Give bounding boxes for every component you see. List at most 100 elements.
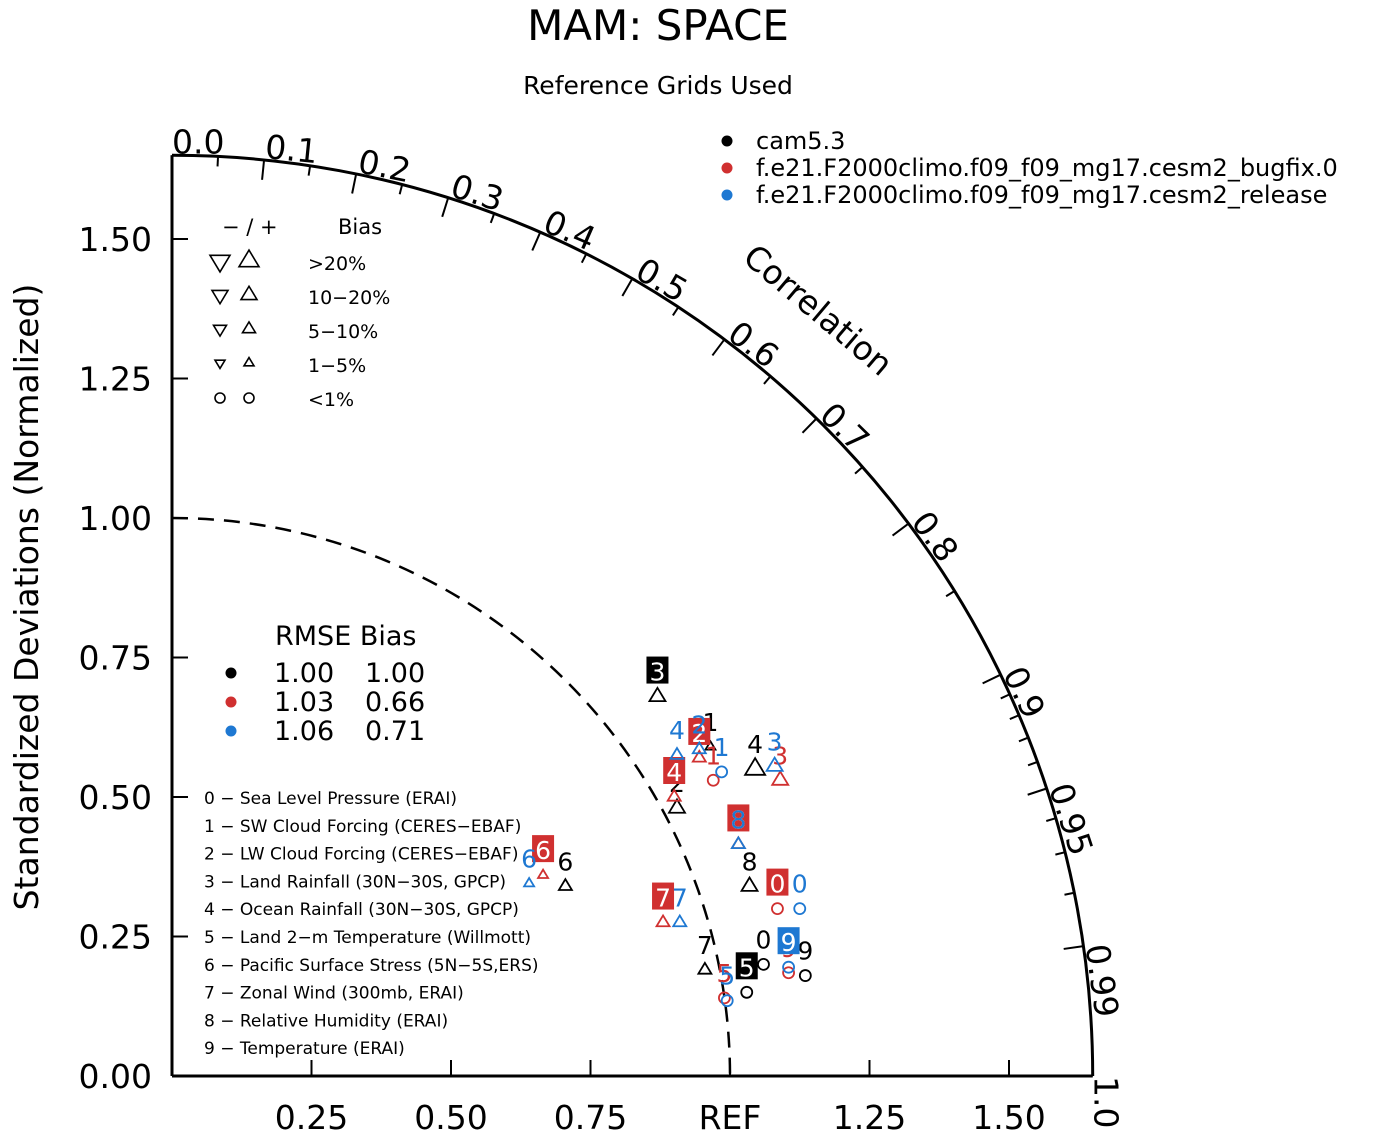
data-point-label: 3: [772, 741, 788, 770]
data-point-marker: [557, 877, 574, 891]
variable-legend-item: 7 − Zonal Wind (300mb, ERAI): [204, 984, 464, 1004]
correlation-label: 0.2: [355, 142, 414, 191]
correlation-label: 0.7: [812, 395, 877, 460]
variable-legend-item: 1 − SW Cloud Forcing (CERES−EBAF): [204, 817, 521, 837]
rmse-bias-dot: [225, 667, 237, 679]
correlation-minor-tick: [580, 253, 588, 264]
series-legend-dot: [721, 135, 733, 147]
data-point-label: 6: [535, 836, 551, 865]
data-point-marker: [706, 773, 720, 787]
rmse-bias-dot: [225, 696, 237, 708]
correlation-label: 0.8: [904, 504, 967, 569]
data-point-marker: [793, 902, 807, 915]
correlation-tick: [441, 197, 450, 218]
data-point-marker: [522, 876, 536, 888]
data-point-marker: [696, 961, 713, 975]
bias-legend-header: Bias: [338, 215, 382, 239]
data-point-label: 2: [691, 719, 707, 748]
bias-legend-sign-header: − / +: [222, 215, 278, 239]
data-point-label: 5: [716, 959, 732, 988]
data-point-label-box: [735, 952, 758, 980]
correlation-label: 0.1: [263, 127, 319, 171]
correlation-tick: [801, 417, 818, 434]
series-legend-dot: [721, 162, 733, 174]
variable-legend-item: 3 − Land Rainfall (30N−30S, GPCP): [204, 872, 506, 892]
data-point-label: 8: [730, 805, 746, 834]
data-point-marker: [691, 740, 708, 755]
data-point-marker: [782, 960, 795, 974]
data-point-label: 1: [714, 733, 730, 762]
data-point-label: 7: [672, 884, 688, 913]
correlation-label: 0.0: [172, 122, 224, 161]
data-point-label: 3: [767, 727, 783, 756]
variable-legend-item: 0 − Sea Level Pressure (ERAI): [204, 789, 457, 809]
data-point-label: 7: [655, 884, 671, 913]
correlation-minor-tick: [307, 165, 312, 176]
correlation-minor-tick: [945, 590, 956, 598]
data-point-label: 4: [669, 716, 685, 745]
data-point-marker: [730, 835, 747, 850]
bias-value: 0.71: [365, 716, 425, 747]
data-point-label: 8: [730, 805, 746, 834]
correlation-tick: [351, 173, 358, 194]
bias-legend-tri-up: [239, 284, 259, 301]
data-point-label: 4: [666, 758, 682, 787]
data-point-marker: [757, 958, 770, 971]
data-point-label-box: [532, 835, 555, 863]
data-point-marker: [715, 765, 729, 779]
data-point-marker: [671, 913, 688, 928]
data-point-label: 5: [739, 953, 755, 982]
data-point-label: 0: [769, 870, 785, 899]
correlation-tick: [982, 673, 1002, 685]
correlation-minor-tick: [1009, 714, 1020, 720]
series-legend-label: f.e21.F2000climo.f09_f09_mg17.cesm2_bugf…: [756, 154, 1338, 182]
ref-label: REF: [699, 1098, 762, 1135]
correlation-minor-tick: [1064, 891, 1075, 896]
data-point-marker: [720, 994, 734, 1008]
data-point-marker: [654, 913, 672, 928]
correlation-tick: [891, 522, 910, 537]
x-tick-label: 0.75: [554, 1098, 627, 1135]
correlation-tick: [711, 338, 726, 357]
data-point-marker: [668, 746, 686, 760]
correlation-label: 0.5: [629, 250, 694, 310]
data-point-label: 0: [756, 925, 772, 954]
data-point-marker: [739, 875, 760, 892]
data-point-marker: [770, 769, 790, 786]
x-tick-label: 0.25: [275, 1098, 348, 1135]
data-point-marker: [798, 969, 812, 982]
variable-legend-item: 9 − Temperature (ERAI): [204, 1039, 405, 1059]
data-point-marker: [718, 991, 731, 1005]
series-legend-label: cam5.3: [756, 127, 845, 155]
y-tick-label: 0.25: [79, 918, 152, 957]
correlation-minor-tick: [489, 213, 496, 224]
data-point-label: 5: [719, 962, 735, 991]
bias-legend-label: 5−10%: [308, 321, 378, 343]
correlation-label: 0.3: [446, 166, 508, 219]
chart-subtitle: Reference Grids Used: [523, 71, 793, 100]
data-point-marker: [743, 756, 767, 776]
chart-title: MAM: SPACE: [527, 1, 789, 50]
correlation-tick: [531, 231, 542, 251]
data-point-label-box: [766, 868, 789, 896]
y-tick-label: 1.00: [79, 499, 152, 538]
data-point-label: 2: [691, 711, 707, 740]
rmse-bias-header: RMSE Bias: [275, 621, 416, 652]
correlation-minor-tick: [398, 184, 404, 195]
bias-value: 1.00: [365, 658, 425, 689]
variable-legend-item: 8 − Relative Humidity (ERAI): [204, 1011, 448, 1031]
correlation-label: 0.9: [995, 660, 1053, 724]
bias-legend-tri-up: [242, 355, 256, 367]
rmse-value: 1.06: [274, 716, 334, 747]
bias-legend-tri-down: [212, 324, 228, 338]
x-tick-label: 0.50: [414, 1098, 487, 1135]
bias-legend-tri-down: [213, 359, 227, 371]
data-point-marker: [703, 739, 718, 751]
variable-legend-item: 2 − LW Cloud Forcing (CERES−EBAF): [204, 845, 518, 865]
data-point-marker: [691, 749, 708, 763]
data-point-label: 1: [705, 741, 721, 770]
correlation-minor-tick: [216, 156, 220, 167]
bias-legend-tri-up: [241, 320, 257, 334]
correlation-label: 0.6: [721, 313, 786, 376]
